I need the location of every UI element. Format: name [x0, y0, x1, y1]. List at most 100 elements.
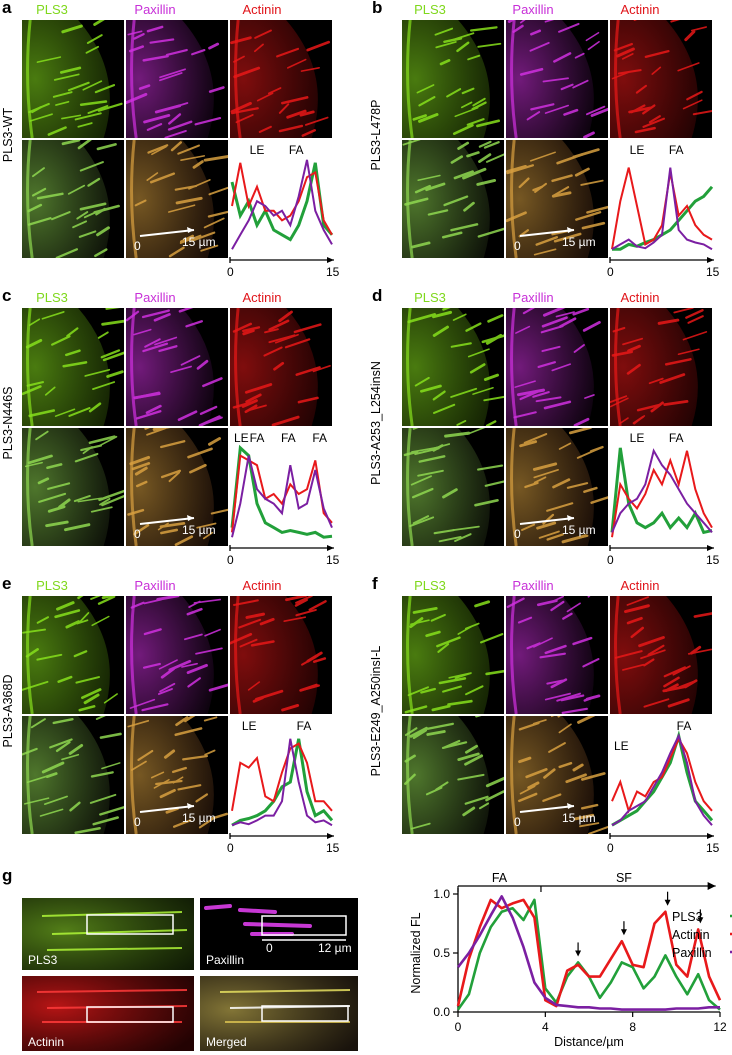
pls3-image-e	[22, 596, 124, 714]
g-scale-end: 12 µm	[318, 941, 352, 955]
profile-line-paxillin	[611, 733, 713, 827]
x-tick-label: 0	[455, 1020, 462, 1034]
x-axis-start: 0	[227, 265, 234, 279]
header-pls3: PLS3	[414, 2, 446, 17]
panel-b: PLS3 Paxillin Actinin PLS3-L478P 0 15 µm 0 15 LE…	[369, 0, 732, 282]
profile-line-paxillin	[611, 167, 713, 251]
x-axis-label: Distance/µm	[554, 1035, 624, 1049]
mutant-label: PLS3-E249_A250insI-L	[369, 645, 383, 777]
panel-letter-g: g	[2, 866, 13, 885]
x-axis-end: 15	[326, 553, 340, 567]
intensity-profile-b: 0 15 LE FA	[607, 143, 720, 279]
arrow-start-label: 0	[514, 815, 521, 829]
x-axis-end: 15	[706, 841, 720, 855]
panel-letter-f: f	[372, 574, 378, 593]
peak-label: FA	[677, 719, 692, 733]
paxillin-image-f	[506, 596, 608, 714]
paxillin-image-b	[506, 20, 608, 138]
panel-letter-a: a	[2, 0, 12, 17]
header-actinin: Actinin	[620, 578, 660, 593]
panel-a: PLS3 Paxillin Actinin PLS3-WT 0 15 µm 0 15 LE FA	[0, 0, 362, 282]
profile-line-paxillin	[611, 448, 713, 534]
header-pls3: PLS3	[414, 578, 446, 593]
header-pls3: PLS3	[36, 578, 68, 593]
mutant-label: PLS3-A253_L254insN	[369, 361, 383, 485]
panel-letter-c: c	[2, 286, 12, 305]
peak-label: FA	[312, 431, 327, 445]
y-tick-label: 0.0	[433, 1005, 450, 1019]
arrow-end-label: 15 µm	[562, 235, 596, 249]
header-pls3: PLS3	[36, 290, 68, 305]
intensity-profile-d: 0 15 LE FA	[607, 431, 720, 567]
peak-label: FA	[669, 431, 684, 445]
actinin-image-c	[230, 308, 332, 426]
pls3-image-f	[402, 596, 504, 714]
y-tick-label: 0.5	[433, 946, 450, 960]
legend-label-paxillin: Paxillin	[672, 946, 712, 960]
pls3-image-b	[402, 20, 504, 138]
g-actinin-label: Actinin	[28, 1035, 64, 1049]
x-axis-start: 0	[607, 553, 614, 567]
panel-letter-e: e	[2, 574, 12, 593]
region-fa-label: FA	[492, 871, 508, 885]
arrow-end-label: 15 µm	[182, 235, 216, 249]
actinin-image-a	[230, 20, 332, 138]
x-axis-start: 0	[607, 841, 614, 855]
peak-label: FA	[669, 143, 684, 157]
profile-line-actinin	[611, 167, 713, 250]
mutant-label: PLS3-A368D	[1, 674, 15, 748]
normalized-fl-chart: 0.0 0.5 1.0 0 4 8 12 Distance/µm Normalized FL FA…	[409, 871, 732, 1049]
legend-label-pls3: PLS3	[672, 910, 703, 924]
x-axis-end: 15	[706, 553, 720, 567]
pls3-paxillin-merge-a	[22, 140, 124, 258]
x-axis-end: 15	[706, 265, 720, 279]
series-line-paxillin	[456, 895, 720, 1011]
x-axis-start: 0	[607, 265, 614, 279]
y-tick-label: 1.0	[433, 887, 450, 901]
merged-image-d: 0 15 µm	[506, 428, 608, 546]
panel-e: PLS3 Paxillin Actinin PLS3-A368D 0 15 µm 0 15 LE…	[0, 576, 362, 858]
header-paxillin: Paxillin	[134, 578, 176, 593]
paxillin-image-a	[126, 20, 228, 138]
pls3-image-c	[22, 308, 124, 426]
peak-label: FA	[289, 143, 304, 157]
header-actinin: Actinin	[620, 2, 660, 17]
x-tick-label: 12	[713, 1020, 727, 1034]
pls3-paxillin-merge-c	[22, 428, 124, 546]
peak-label: FA	[297, 719, 312, 733]
g-pls3-image: PLS3	[22, 898, 194, 970]
arrow-start-label: 0	[134, 527, 141, 541]
pls3-paxillin-merge-f	[402, 716, 504, 834]
x-axis-start: 0	[227, 841, 234, 855]
arrow-start-label: 0	[134, 239, 141, 253]
actinin-image-b	[610, 20, 712, 138]
legend-label-actinin: Actinin	[672, 928, 710, 942]
g-merged-label: Merged	[206, 1035, 247, 1049]
peak-label: LE	[630, 431, 645, 445]
peak-label: FA	[281, 431, 296, 445]
peak-label: LE	[234, 431, 249, 445]
peak-label: LE	[242, 719, 257, 733]
header-actinin: Actinin	[242, 578, 282, 593]
g-pls3-label: PLS3	[28, 953, 58, 967]
peak-label: FA	[250, 431, 265, 445]
merged-image-b: 0 15 µm	[506, 140, 608, 258]
header-actinin: Actinin	[242, 290, 282, 305]
panel-c: PLS3 Paxillin Actinin PLS3-N446S 0 15 µm 0 15 LE…	[0, 288, 362, 570]
header-paxillin: Paxillin	[134, 2, 176, 17]
x-axis-end: 15	[326, 841, 340, 855]
header-paxillin: Paxillin	[512, 578, 554, 593]
merged-image-e: 0 15 µm	[126, 716, 228, 834]
peak-label: LE	[630, 143, 645, 157]
g-paxillin-label: Paxillin	[206, 953, 244, 967]
merged-image-c: 0 15 µm	[126, 428, 228, 546]
g-actinin-image: Actinin	[22, 976, 194, 1051]
pls3-paxillin-merge-e	[22, 716, 124, 834]
peak-label: LE	[614, 739, 629, 753]
paxillin-image-d	[506, 308, 608, 426]
merged-image-f: 0 15 µm	[506, 716, 608, 834]
g-scale-start: 0	[266, 941, 273, 955]
x-axis-end: 15	[326, 265, 340, 279]
arrow-end-label: 15 µm	[182, 523, 216, 537]
